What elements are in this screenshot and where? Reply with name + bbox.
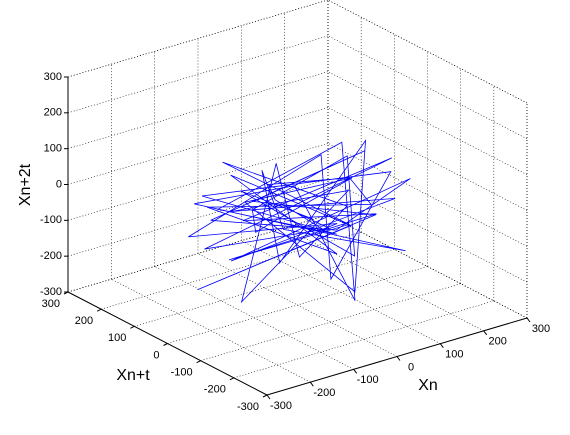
- x-tick-label: -200: [313, 387, 335, 399]
- tick-mark: [353, 369, 358, 374]
- tick-mark: [526, 317, 531, 323]
- tick-mark: [130, 325, 135, 329]
- y-tick-label: -100: [171, 367, 193, 379]
- x-tick-label: -300: [270, 400, 292, 412]
- z-tick-label: -100: [40, 214, 62, 226]
- z-tick-label: 200: [44, 107, 62, 119]
- x-tick-label: 300: [532, 323, 550, 335]
- tick-mark: [309, 381, 314, 387]
- grid-line: [327, 143, 528, 247]
- z-axis-label: Xn+2t: [17, 163, 34, 206]
- grid-line: [67, 178, 329, 257]
- grid-line: [67, 35, 329, 114]
- tick-mark: [266, 394, 271, 400]
- data-line: [188, 139, 411, 304]
- grid-line: [67, 107, 329, 185]
- grid-line: [327, 214, 528, 319]
- tick-mark: [439, 343, 444, 348]
- x-tick-label: 200: [488, 336, 506, 348]
- x-tick-label: -100: [357, 374, 379, 386]
- tick-mark: [262, 394, 268, 398]
- grid-line: [327, 0, 528, 104]
- y-tick-label: 200: [75, 315, 93, 327]
- grid-line: [233, 300, 494, 379]
- y-tick-label: 100: [108, 332, 126, 344]
- grid-line: [167, 266, 428, 344]
- y-axis-label: Xn+t: [116, 367, 150, 384]
- tick-mark: [229, 377, 235, 381]
- grid-line: [101, 231, 362, 310]
- z-tick-label: -300: [40, 286, 62, 298]
- grid-line: [327, 35, 528, 140]
- grid-line: [67, 71, 329, 149]
- y-tick-label: -300: [237, 401, 259, 413]
- z-tick-label: 0: [56, 178, 62, 190]
- y-tick-label: 300: [42, 298, 60, 310]
- tick-mark: [96, 308, 102, 312]
- grid-line: [67, 0, 329, 78]
- y-axis: [67, 291, 268, 396]
- grid-line: [327, 71, 528, 175]
- x-axis: [266, 317, 528, 396]
- x-axis-label: Xn: [418, 377, 438, 394]
- y-tick-label: 0: [153, 349, 159, 361]
- grid-line: [327, 178, 528, 283]
- z-tick-label: -200: [40, 250, 62, 262]
- x-tick-label: 0: [408, 361, 414, 373]
- grid-line: [67, 143, 329, 221]
- grid-line: [327, 107, 528, 211]
- tick-mark: [483, 330, 488, 336]
- x-tick-label: 100: [445, 349, 463, 361]
- grid-line: [200, 283, 461, 361]
- z-tick-label: 300: [44, 71, 62, 83]
- grid-line: [134, 249, 395, 327]
- tick-mark: [396, 356, 401, 361]
- y-tick-label: -200: [204, 384, 226, 396]
- tick-mark: [163, 343, 168, 346]
- tick-mark: [196, 360, 201, 364]
- z-tick-label: 100: [44, 143, 62, 155]
